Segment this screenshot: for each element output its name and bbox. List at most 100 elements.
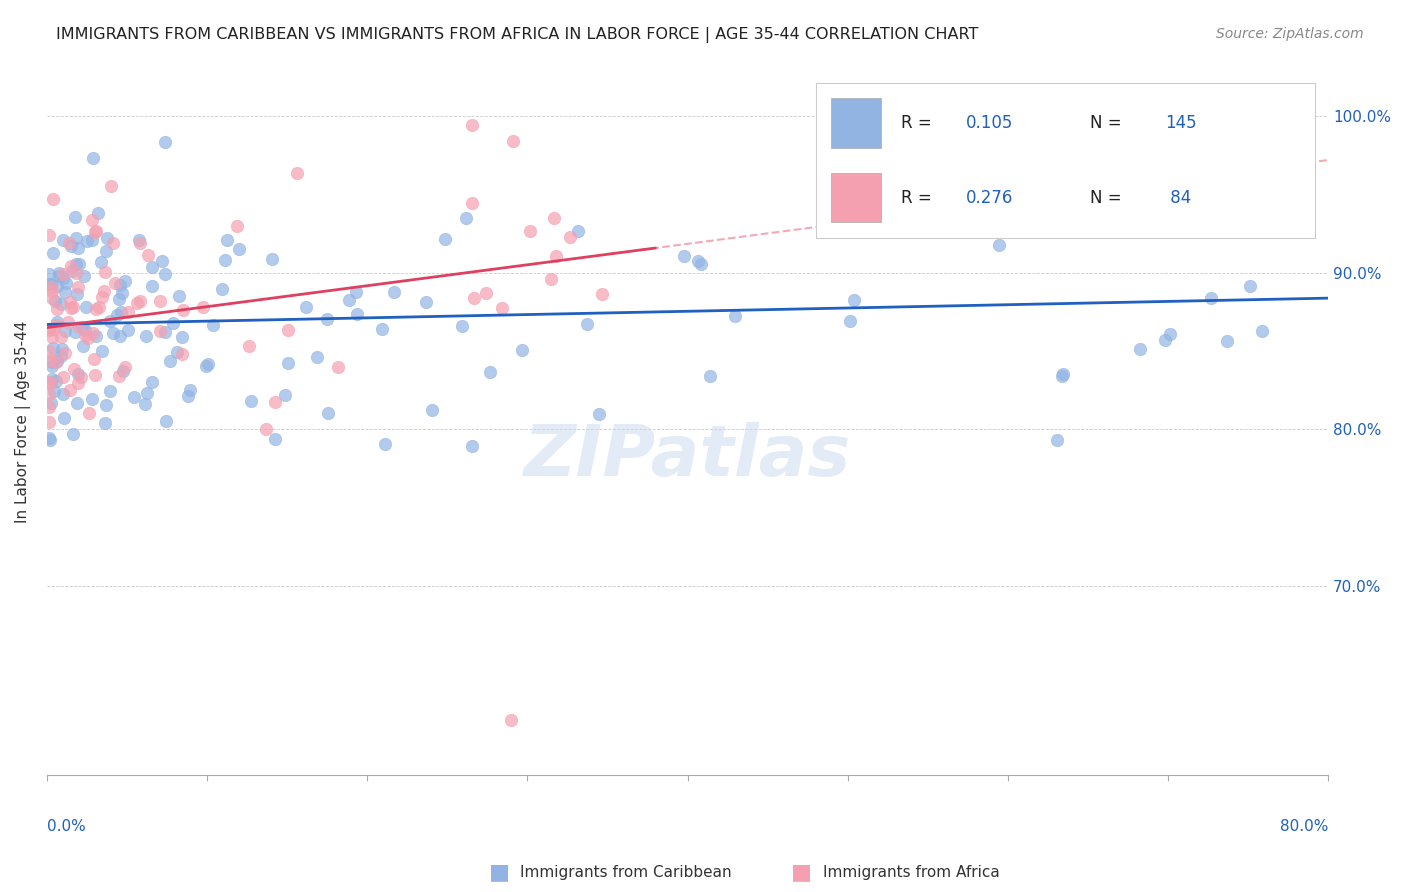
Point bbox=[141, 260, 163, 274]
Point bbox=[55, 276, 77, 290]
Point bbox=[39, 353, 62, 368]
Point bbox=[114, 359, 136, 374]
Point bbox=[84, 329, 107, 343]
Point bbox=[1250, 324, 1272, 338]
Point bbox=[172, 330, 194, 344]
Point bbox=[52, 267, 75, 281]
Point bbox=[591, 286, 613, 301]
Point bbox=[1239, 279, 1261, 293]
Point bbox=[689, 257, 711, 271]
Point bbox=[474, 286, 496, 301]
Point bbox=[58, 235, 80, 250]
Point bbox=[38, 400, 60, 414]
Point bbox=[260, 252, 283, 266]
Point bbox=[45, 318, 67, 332]
Point bbox=[149, 294, 172, 309]
Point bbox=[90, 344, 112, 359]
Point bbox=[52, 233, 75, 247]
Point bbox=[1115, 174, 1137, 188]
Point bbox=[44, 384, 66, 398]
Point bbox=[65, 257, 87, 271]
Point bbox=[166, 345, 188, 359]
Point bbox=[62, 300, 84, 314]
Point bbox=[41, 359, 63, 373]
Point bbox=[38, 387, 60, 401]
Point bbox=[125, 295, 148, 310]
Point bbox=[101, 235, 124, 250]
Point bbox=[117, 305, 139, 319]
Point bbox=[1063, 137, 1085, 152]
Point bbox=[41, 284, 63, 298]
Point bbox=[478, 365, 501, 379]
Point bbox=[543, 211, 565, 225]
Point bbox=[69, 370, 91, 384]
Point bbox=[53, 324, 76, 338]
Point bbox=[122, 390, 145, 404]
Point bbox=[44, 354, 66, 368]
Point bbox=[420, 403, 443, 417]
Point bbox=[51, 343, 73, 357]
Point bbox=[724, 309, 747, 323]
Point bbox=[172, 303, 194, 318]
Point bbox=[211, 283, 233, 297]
Point bbox=[295, 300, 318, 314]
Point bbox=[254, 422, 277, 436]
Point bbox=[73, 323, 96, 337]
Point bbox=[83, 226, 105, 240]
Point bbox=[93, 284, 115, 298]
Point bbox=[136, 247, 159, 261]
Point bbox=[41, 330, 63, 344]
Point bbox=[305, 350, 328, 364]
Point bbox=[1046, 433, 1069, 447]
Point bbox=[59, 301, 82, 315]
Point bbox=[179, 383, 201, 397]
Point bbox=[197, 357, 219, 371]
Point bbox=[42, 245, 65, 260]
Point bbox=[82, 151, 104, 165]
Point bbox=[83, 351, 105, 366]
Point bbox=[38, 344, 60, 359]
Point bbox=[94, 265, 117, 279]
Point bbox=[58, 294, 80, 309]
Point bbox=[195, 359, 218, 374]
Text: ■: ■ bbox=[489, 863, 509, 882]
Point bbox=[150, 253, 173, 268]
Point bbox=[924, 192, 946, 206]
Point bbox=[274, 388, 297, 402]
Point bbox=[141, 278, 163, 293]
Point bbox=[63, 325, 86, 339]
Point bbox=[567, 224, 589, 238]
Point bbox=[48, 268, 70, 283]
Point bbox=[42, 341, 65, 355]
Point bbox=[136, 386, 159, 401]
Point bbox=[38, 376, 60, 390]
Text: Immigrants from Africa: Immigrants from Africa bbox=[823, 865, 1000, 880]
Point bbox=[53, 410, 76, 425]
Text: Immigrants from Caribbean: Immigrants from Caribbean bbox=[520, 865, 733, 880]
Point bbox=[838, 314, 860, 328]
Point bbox=[134, 397, 156, 411]
Point bbox=[264, 432, 287, 446]
Point bbox=[104, 276, 127, 290]
Point bbox=[39, 277, 62, 291]
Point bbox=[461, 439, 484, 453]
Point bbox=[228, 243, 250, 257]
Text: 80.0%: 80.0% bbox=[1279, 819, 1329, 834]
Text: IMMIGRANTS FROM CARIBBEAN VS IMMIGRANTS FROM AFRICA IN LABOR FORCE | AGE 35-44 C: IMMIGRANTS FROM CARIBBEAN VS IMMIGRANTS … bbox=[56, 27, 979, 43]
Point bbox=[41, 372, 63, 386]
Text: 0.0%: 0.0% bbox=[46, 819, 86, 834]
Point bbox=[90, 254, 112, 268]
Point bbox=[72, 339, 94, 353]
Point bbox=[60, 264, 83, 278]
Point bbox=[80, 233, 103, 247]
Text: ■: ■ bbox=[792, 863, 811, 882]
Point bbox=[108, 277, 131, 292]
Point bbox=[226, 219, 249, 234]
Point bbox=[100, 178, 122, 193]
Point bbox=[463, 291, 485, 305]
Point bbox=[38, 227, 60, 242]
Point bbox=[96, 398, 118, 412]
Point bbox=[52, 271, 75, 285]
Point bbox=[699, 369, 721, 384]
Point bbox=[201, 318, 224, 332]
